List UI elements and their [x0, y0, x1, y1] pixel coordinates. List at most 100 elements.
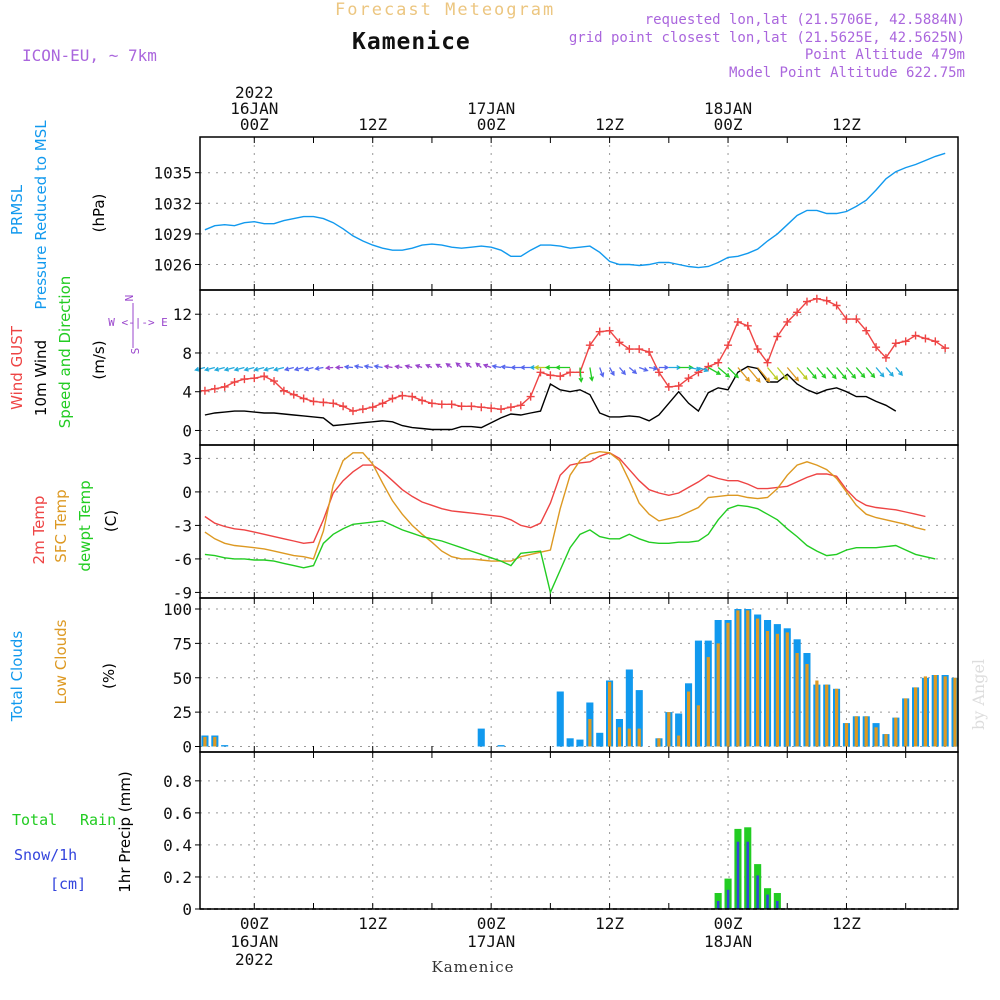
wind-arrow: [363, 364, 373, 370]
wind-arrow: [578, 367, 584, 383]
bar-precip-1: [716, 901, 720, 909]
bar-precip-1: [746, 841, 749, 909]
time-label-top: 16JAN: [230, 99, 278, 118]
gust-marker: [477, 403, 486, 412]
bar-clouds-1: [785, 632, 789, 747]
gust-marker: [625, 345, 634, 354]
panel-frame: [199, 444, 959, 599]
wind-arrow: [855, 367, 866, 379]
time-label-top: 17JAN: [467, 99, 515, 118]
wind-arrow: [707, 366, 722, 375]
wind-arrow: [609, 367, 615, 377]
compass-n: N: [123, 295, 136, 302]
gust-marker: [368, 403, 377, 412]
bar-clouds-0: [477, 728, 485, 747]
bar-clouds-1: [588, 719, 592, 747]
series-line-wind-1: [204, 365, 897, 431]
gust-marker: [852, 315, 861, 324]
wind-arrow: [638, 366, 649, 372]
bar-clouds-1: [716, 643, 720, 747]
watermark: by Angel: [969, 659, 988, 730]
bar-clouds-1: [687, 691, 691, 747]
wind-arrow: [482, 363, 492, 369]
wind-arrow: [445, 363, 453, 369]
gust-marker: [674, 381, 683, 390]
gust-marker: [536, 368, 545, 377]
ylabel-wind-unit: (m/s): [90, 340, 108, 379]
gust-marker: [891, 339, 900, 348]
bar-clouds-1: [617, 727, 622, 747]
bar-clouds-0: [566, 738, 574, 747]
time-label-top: 00Z: [714, 115, 743, 134]
time-label-bottom: 12Z: [595, 914, 624, 933]
gust-marker: [635, 345, 644, 354]
wind-arrow: [394, 364, 403, 370]
ylabel-pressure-unit: (hPa): [90, 194, 108, 233]
series-line-wind-0: [204, 297, 946, 412]
bar-clouds-1: [943, 676, 947, 747]
gust-marker: [645, 348, 654, 356]
wind-arrow: [203, 366, 215, 372]
gust-marker: [516, 401, 525, 410]
wind-arrow: [865, 367, 876, 379]
wind-arrow: [796, 367, 808, 381]
gust-marker: [437, 400, 446, 409]
y-tick-label: 0: [182, 421, 192, 440]
ylabel-temp-unit: (C): [102, 510, 120, 532]
wind-arrow: [324, 365, 334, 371]
ylabel-sfc-temp: SFC Temp: [52, 489, 70, 562]
wind-arrow: [491, 364, 502, 370]
gust-marker: [358, 405, 367, 414]
wind-arrow: [589, 367, 595, 382]
bar-clouds-1: [213, 736, 217, 747]
bar-clouds-1: [736, 610, 740, 747]
gust-marker: [704, 362, 713, 371]
time-label-bottom: 00Z: [240, 914, 269, 933]
wind-arrow: [314, 365, 324, 371]
gust-marker: [832, 301, 841, 310]
time-label-top: 00Z: [477, 115, 506, 134]
wind-arrow: [303, 366, 314, 372]
ylabel-low-clouds: Low Clouds: [52, 619, 70, 704]
bar-clouds-0: [576, 739, 584, 747]
y-tick-label: -3: [173, 516, 192, 535]
bar-clouds-1: [953, 677, 957, 747]
gust-marker: [556, 372, 565, 381]
bar-precip-1: [766, 894, 769, 909]
ylabel-prmsl: PRMSL: [8, 184, 26, 235]
wind-arrow: [555, 365, 571, 370]
gust-marker: [862, 326, 871, 335]
wind-arrow: [806, 367, 817, 380]
wind-arrow: [846, 367, 857, 380]
bar-precip-1: [736, 841, 740, 909]
wind-arrow: [334, 365, 344, 370]
wind-arrow: [233, 366, 245, 372]
y-tick-label: -9: [173, 583, 192, 602]
time-label-top: 12Z: [832, 115, 861, 134]
wind-arrow: [658, 365, 670, 370]
gust-marker: [733, 317, 742, 326]
ylabel-pressure: Pressure Reduced to MSL: [32, 120, 50, 310]
wind-arrow: [435, 363, 443, 369]
wind-arrow: [628, 367, 638, 375]
gust-marker: [724, 341, 733, 350]
gust-marker: [615, 338, 624, 347]
ylabel-wind-gust: Wind GUST: [8, 325, 26, 410]
wind-arrow: [737, 367, 751, 382]
panel-precip: 0 0.2 0.4 0.6 0.8: [163, 751, 959, 919]
gust-marker: [230, 378, 239, 387]
gust-marker: [378, 399, 387, 408]
wind-arrow: [668, 365, 682, 370]
panel-wind: 0 4 8 12: [173, 289, 959, 446]
bar-clouds-1: [815, 680, 819, 747]
wind-arrow: [776, 367, 789, 381]
gust-marker: [793, 308, 802, 317]
panel-frame: [199, 136, 959, 291]
ylabel-wind-10m: 10m Wind: [32, 340, 50, 416]
gust-marker: [881, 353, 890, 362]
gust-marker: [664, 382, 673, 391]
series-line-pressure-0: [204, 152, 946, 269]
wind-arrow: [767, 367, 779, 381]
